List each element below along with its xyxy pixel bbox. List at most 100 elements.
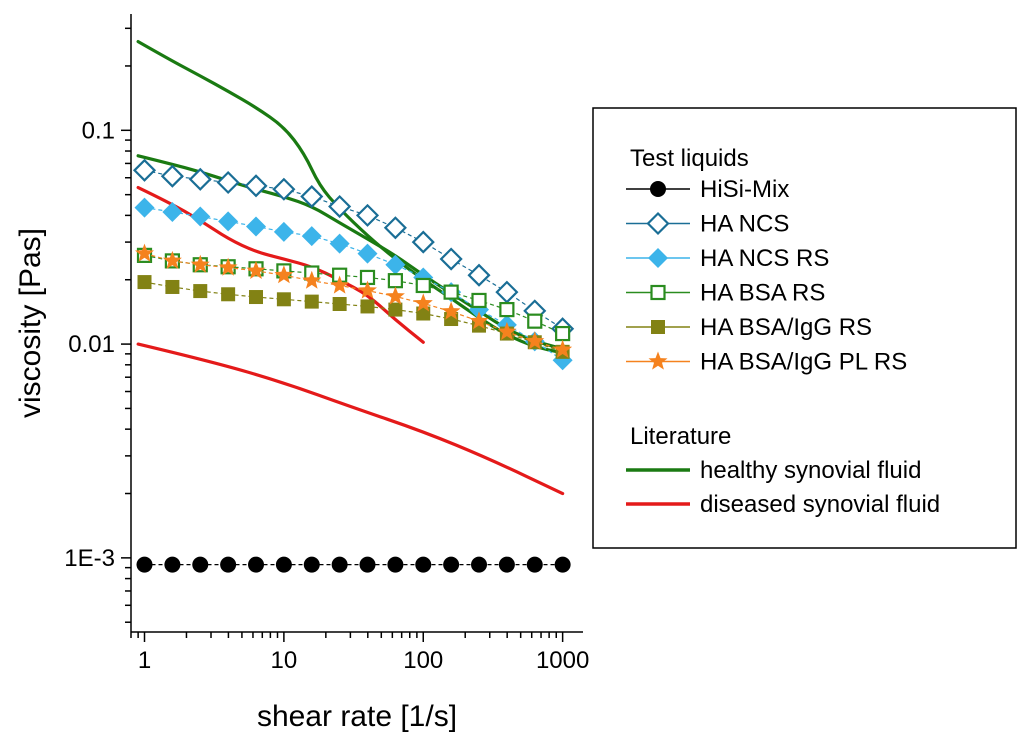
legend-entry-ha-bsa-rs: HA BSA RS	[626, 280, 825, 307]
point-ha-bsa-igg-pl-rs	[274, 265, 294, 284]
series-healthy-synovial-fluid	[136, 39, 565, 355]
line-ha-ncs-rs	[144, 206, 563, 361]
point-ha-bsa-igg-pl-rs	[358, 280, 377, 299]
point-ha-bsa-rs	[471, 292, 487, 309]
point-ha-bsa-igg-pl-rs	[497, 321, 517, 340]
curve-diseased-synovial-fluid	[136, 342, 565, 496]
point-ha-ncs	[328, 194, 352, 219]
legend-entry-ha-ncs: HA NCS	[626, 211, 789, 238]
point-ha-ncs-rs	[246, 216, 267, 237]
point-ha-bsa-igg-rs	[193, 284, 208, 299]
point-ha-bsa-igg-pl-rs	[469, 311, 489, 330]
point-ha-bsa-igg-rs	[416, 306, 431, 321]
point-hisi-mix	[471, 556, 488, 573]
series-diseased-synovial-fluid	[136, 342, 565, 496]
point-ha-bsa-igg-pl-rs	[190, 254, 210, 273]
y-tick-label: 0.1	[82, 117, 115, 144]
legend-label: HA BSA RS	[700, 280, 825, 307]
point-ha-ncs	[355, 203, 380, 227]
point-ha-bsa-rs	[499, 301, 515, 318]
legend-entry-hisi-mix: HiSi-Mix	[626, 176, 789, 203]
series-ha-ncs	[132, 158, 575, 341]
point-ha-bsa-igg-rs	[360, 299, 375, 314]
point-hisi-mix	[220, 556, 237, 573]
point-ha-ncs	[272, 177, 296, 201]
point-ha-bsa-igg-rs	[165, 279, 180, 294]
point-ha-ncs-rs	[162, 201, 183, 222]
legend-swatch-marker	[650, 284, 666, 301]
point-ha-bsa-igg-rs	[332, 296, 347, 311]
legend-entry-ha-bsa-igg-rs: HA BSA/IgG RS	[626, 314, 872, 341]
point-hisi-mix	[359, 556, 376, 573]
legend-label: HiSi-Mix	[700, 176, 789, 203]
point-ha-ncs	[244, 174, 268, 198]
point-ha-bsa-igg-rs	[221, 287, 236, 302]
point-ha-bsa-igg-pl-rs	[218, 257, 238, 276]
point-ha-bsa-igg-rs	[137, 275, 152, 290]
point-ha-ncs	[216, 170, 240, 195]
line-ha-bsa-igg-rs	[144, 281, 563, 353]
legend-label: HA NCS	[700, 211, 789, 238]
point-ha-ncs-rs	[301, 226, 322, 247]
legend-swatch-marker	[646, 211, 670, 236]
point-hisi-mix	[526, 556, 543, 573]
legend-entry-healthy-synovial-fluid: healthy synovial fluid	[626, 457, 921, 484]
x-tick-label: 1	[138, 647, 151, 674]
point-hisi-mix	[415, 556, 432, 573]
point-hisi-mix	[554, 556, 571, 573]
legend-swatch-marker	[651, 320, 665, 334]
point-ha-bsa-igg-pl-rs	[302, 270, 322, 289]
point-ha-ncs	[439, 247, 463, 271]
point-hisi-mix	[498, 556, 515, 573]
point-ha-ncs	[300, 184, 324, 209]
point-hisi-mix	[136, 556, 153, 573]
legend-label: HA BSA/IgG RS	[700, 314, 872, 341]
point-ha-ncs-rs	[329, 233, 350, 254]
point-ha-ncs	[132, 158, 157, 182]
point-ha-bsa-igg-pl-rs	[330, 275, 350, 294]
legend-label: HA BSA/IgG PL RS	[700, 349, 907, 376]
point-ha-bsa-rs	[555, 325, 571, 342]
point-ha-bsa-igg-pl-rs	[413, 293, 433, 312]
x-tick-label: 100	[403, 647, 443, 674]
point-ha-bsa-igg-rs	[276, 292, 291, 307]
point-ha-ncs	[160, 164, 184, 188]
legend-label: diseased synovial fluid	[700, 491, 940, 518]
series-ha-bsa-igg-pl-rs	[135, 243, 573, 358]
series-hisi-mix	[136, 556, 571, 573]
point-ha-ncs-rs	[134, 197, 155, 218]
y-axis-title: viscosity [Pas]	[14, 228, 47, 418]
point-ha-bsa-rs	[387, 273, 403, 289]
legend-entry-diseased-synovial-fluid: diseased synovial fluid	[626, 491, 940, 518]
point-ha-bsa-igg-pl-rs	[441, 301, 461, 320]
point-ha-bsa-igg-pl-rs	[135, 243, 154, 262]
legend-entry-ha-ncs-rs: HA NCS RS	[626, 245, 829, 272]
point-ha-ncs-rs	[385, 254, 406, 275]
legend-swatch-marker	[650, 181, 666, 197]
point-ha-bsa-igg-rs	[304, 294, 319, 309]
point-ha-bsa-igg-pl-rs	[525, 331, 545, 350]
legend-entry-ha-bsa-igg-pl-rs: HA BSA/IgG PL RS	[626, 349, 907, 376]
legend-swatch-marker	[648, 248, 668, 268]
point-ha-ncs	[411, 230, 435, 254]
legend-label: healthy synovial fluid	[700, 457, 921, 484]
point-hisi-mix	[248, 556, 265, 573]
point-ha-ncs-rs	[218, 211, 239, 232]
legend-label: HA NCS RS	[700, 245, 829, 272]
x-axis-title: shear rate [1/s]	[257, 700, 457, 733]
point-ha-ncs	[383, 216, 407, 240]
point-hisi-mix	[192, 556, 209, 573]
point-ha-bsa-igg-rs	[388, 302, 403, 317]
x-tick-label: 1000	[536, 647, 589, 674]
line-ha-bsa-igg-pl-rs	[144, 253, 563, 351]
point-hisi-mix	[331, 556, 348, 573]
axes: shear rate [1/s] viscosity [Pas] 1 10 100 1…	[14, 14, 589, 733]
point-ha-bsa-igg-pl-rs	[246, 260, 266, 279]
point-ha-ncs	[495, 280, 519, 304]
point-hisi-mix	[164, 556, 181, 573]
point-ha-bsa-igg-pl-rs	[162, 250, 182, 269]
legend: Test liquids Literature HiSi-Mix HA NCS HA…	[592, 107, 1017, 549]
point-ha-bsa-igg-pl-rs	[553, 339, 573, 358]
legend-swatch-marker	[648, 351, 668, 370]
point-ha-ncs	[467, 263, 491, 287]
